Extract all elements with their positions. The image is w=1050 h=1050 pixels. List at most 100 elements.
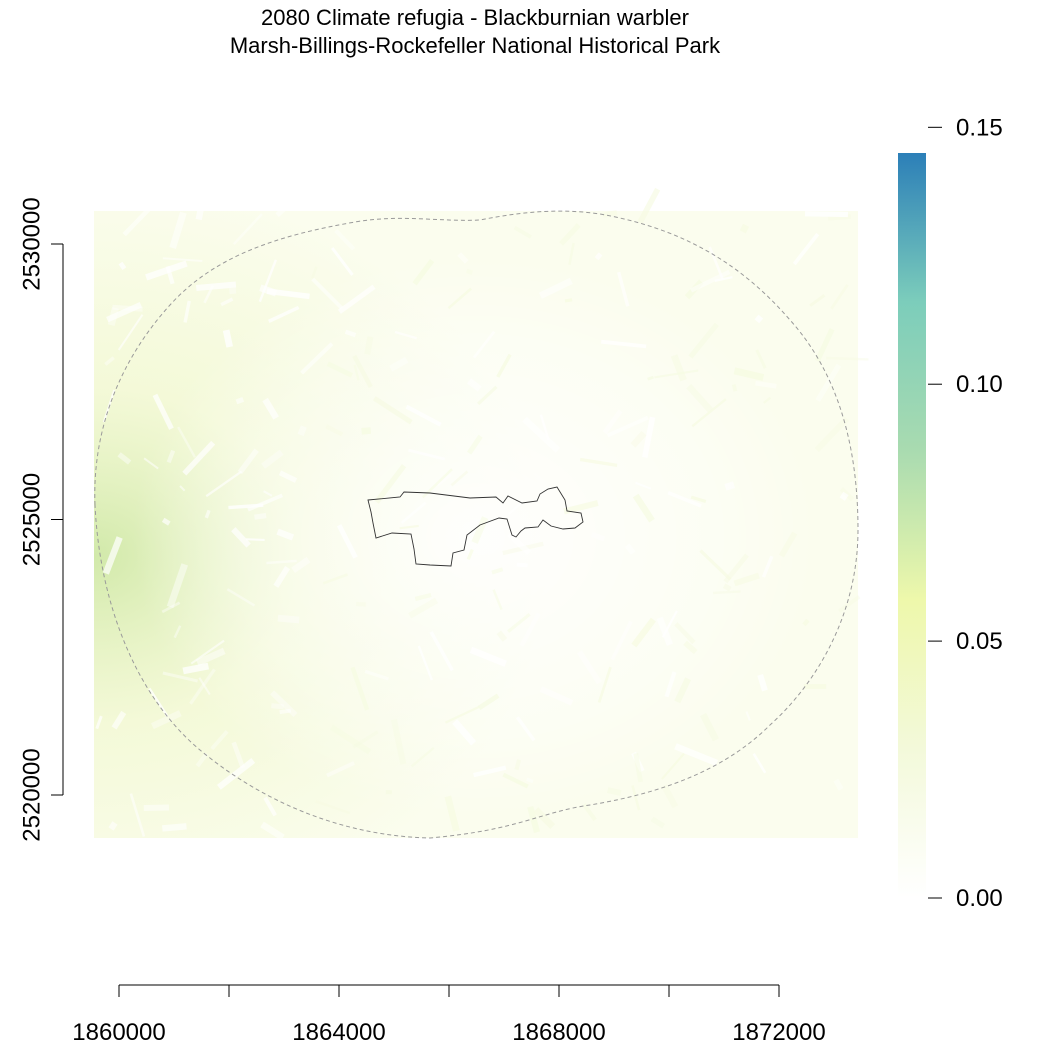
raster-streak	[246, 538, 265, 541]
raster-streak	[515, 716, 536, 742]
raster-streak	[683, 640, 698, 655]
raster-streak	[271, 703, 284, 710]
raster-streak	[205, 470, 243, 498]
raster-streak	[279, 708, 292, 715]
raster-streak	[162, 671, 198, 683]
raster-streak	[755, 380, 777, 389]
raster-streak	[361, 427, 372, 435]
raster-streak	[237, 448, 259, 475]
raster-streak	[182, 440, 216, 476]
raster-streak	[277, 614, 300, 624]
raster-streak	[761, 555, 774, 578]
raster-streak	[632, 493, 655, 523]
raster-streak	[195, 752, 209, 768]
raster-streak	[266, 559, 297, 565]
raster-streak	[722, 583, 732, 592]
raster-streak	[803, 684, 827, 689]
raster-streak	[408, 448, 446, 461]
raster-streak	[664, 671, 677, 698]
raster-streak	[350, 666, 370, 711]
suitability-raster	[94, 183, 869, 841]
raster-streak	[390, 718, 407, 765]
raster-streak	[337, 284, 376, 314]
y-tick-label: 2530000	[18, 197, 45, 290]
raster-streak	[617, 271, 630, 307]
raster-streak	[352, 730, 379, 749]
x-tick-label: 1872000	[732, 1019, 825, 1046]
raster-streak	[169, 211, 187, 250]
raster-streak	[195, 647, 226, 667]
x-tick-label: 1860000	[72, 1019, 165, 1046]
raster-streak	[263, 490, 273, 497]
raster-streak	[267, 305, 300, 323]
raster-streak	[228, 503, 264, 510]
raster-streak	[809, 294, 826, 307]
raster-streak	[261, 449, 284, 469]
raster-streak	[754, 314, 764, 324]
y-axis: 2520000 2525000 2530000	[18, 197, 64, 842]
raster-streak	[364, 669, 389, 681]
raster-streak	[220, 297, 234, 307]
raster-center-low	[94, 211, 858, 838]
raster-streak	[582, 803, 597, 822]
color-legend: 0.00 0.05 0.10 0.15	[898, 114, 1003, 912]
raster-streak	[143, 804, 170, 811]
raster-streak	[408, 597, 439, 619]
raster-streak	[254, 512, 267, 520]
raster-streak	[266, 288, 310, 300]
raster-streak	[232, 213, 263, 245]
raster-streak	[196, 281, 237, 291]
raster-streak	[502, 772, 529, 789]
raster-streak	[108, 821, 118, 831]
raster-streak	[276, 528, 295, 541]
raster-streak	[326, 361, 353, 378]
y-tick-label: 2525000	[18, 473, 45, 566]
raster-streak	[538, 277, 573, 299]
raster-streak	[111, 710, 127, 730]
legend-color-bar	[898, 153, 926, 898]
raster-streak	[602, 409, 623, 435]
raster-streak	[173, 625, 182, 639]
x-tick-label: 1868000	[512, 1019, 605, 1046]
raster-streak	[635, 481, 652, 490]
raster-streak	[830, 284, 849, 310]
raster-streak	[466, 434, 483, 455]
raster-streak	[217, 758, 256, 790]
raster-streak	[469, 646, 507, 667]
raster-streak	[450, 470, 469, 487]
raster-streak	[708, 246, 724, 280]
raster-streak	[496, 630, 508, 642]
raster-streak	[814, 328, 835, 362]
raster-streak	[417, 645, 434, 681]
raster-streak	[385, 790, 392, 795]
raster-streak	[802, 618, 810, 627]
raster-streak	[429, 631, 454, 672]
raster-texture	[95, 183, 869, 841]
raster-streak	[688, 322, 719, 359]
raster-streak	[231, 527, 251, 548]
raster-streak	[477, 693, 500, 711]
raster-streak	[496, 353, 512, 378]
raster-streak	[814, 416, 850, 453]
raster-streak	[594, 252, 603, 261]
legend-ticks: 0.00 0.05 0.10 0.15	[928, 114, 1003, 912]
x-tick-label: 1864000	[292, 1019, 385, 1046]
raster-streak	[322, 573, 348, 585]
raster-streak	[355, 601, 366, 607]
raster-streak	[516, 562, 528, 568]
raster-streak	[311, 266, 318, 279]
raster-streak	[229, 287, 237, 295]
raster-streak	[527, 805, 541, 834]
raster-streak	[631, 785, 641, 811]
legend-tick-label: 0.00	[956, 885, 1003, 912]
legend-tick-label: 0.10	[956, 371, 1003, 398]
raster-streak	[326, 761, 355, 778]
raster-streak	[275, 183, 313, 218]
raster-streak	[122, 200, 158, 237]
raster-streak	[325, 424, 344, 437]
legend-tick-label: 0.05	[956, 628, 1003, 655]
raster-streak	[656, 616, 674, 646]
raster-streak	[647, 375, 654, 381]
raster-streak	[661, 784, 679, 809]
